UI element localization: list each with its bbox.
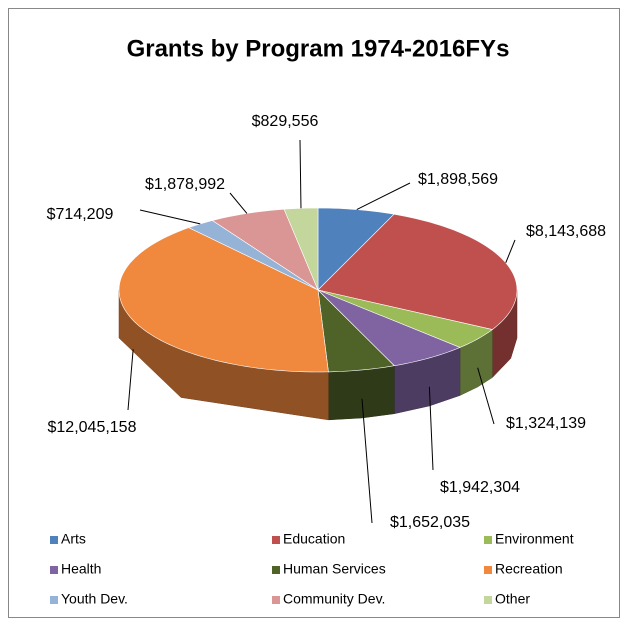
- slice: [211, 208, 319, 291]
- slice: [317, 289, 395, 373]
- data-label: $1,652,035: [390, 514, 470, 531]
- data-label: $12,045,158: [48, 419, 137, 436]
- legend-swatch: [50, 596, 58, 604]
- slice: [187, 220, 319, 291]
- slice: [118, 227, 329, 373]
- legend-swatch: [484, 596, 492, 604]
- legend-label: Youth Dev.: [61, 591, 128, 607]
- legend-label: Human Services: [283, 561, 386, 577]
- data-label: $1,942,304: [440, 479, 520, 496]
- data-label: $8,143,688: [526, 223, 606, 240]
- legend-label: Recreation: [495, 561, 563, 577]
- data-label: $1,324,139: [506, 415, 586, 432]
- leader-line: [299, 139, 302, 209]
- leader-line: [505, 239, 516, 263]
- legend-swatch: [484, 566, 492, 574]
- legend-swatch: [272, 536, 280, 544]
- legend-swatch: [272, 596, 280, 604]
- data-label: $714,209: [47, 206, 114, 223]
- data-label: $829,556: [252, 113, 319, 130]
- slice-side: [328, 365, 395, 421]
- legend-label: Community Dev.: [283, 591, 385, 607]
- slice: [317, 289, 494, 348]
- leader-line: [356, 182, 411, 211]
- legend-swatch: [272, 566, 280, 574]
- legend-swatch: [50, 566, 58, 574]
- chart-title: Grants by Program 1974-2016FYs: [127, 35, 510, 62]
- leader-line: [127, 349, 134, 411]
- slice: [317, 289, 461, 367]
- data-label: $1,878,992: [145, 176, 225, 193]
- legend-swatch: [50, 536, 58, 544]
- leader-line: [361, 398, 373, 524]
- leader-line: [139, 209, 201, 225]
- legend-label: Other: [495, 591, 530, 607]
- leader-line: [428, 386, 434, 471]
- legend-label: Environment: [495, 531, 574, 547]
- slice: [317, 213, 518, 330]
- legend-label: Arts: [61, 531, 86, 547]
- legend-label: Health: [61, 561, 101, 577]
- legend-label: Education: [283, 531, 345, 547]
- leader-line: [229, 192, 248, 214]
- data-label: $1,898,569: [418, 171, 498, 188]
- leader-line: [477, 367, 495, 425]
- legend-swatch: [484, 536, 492, 544]
